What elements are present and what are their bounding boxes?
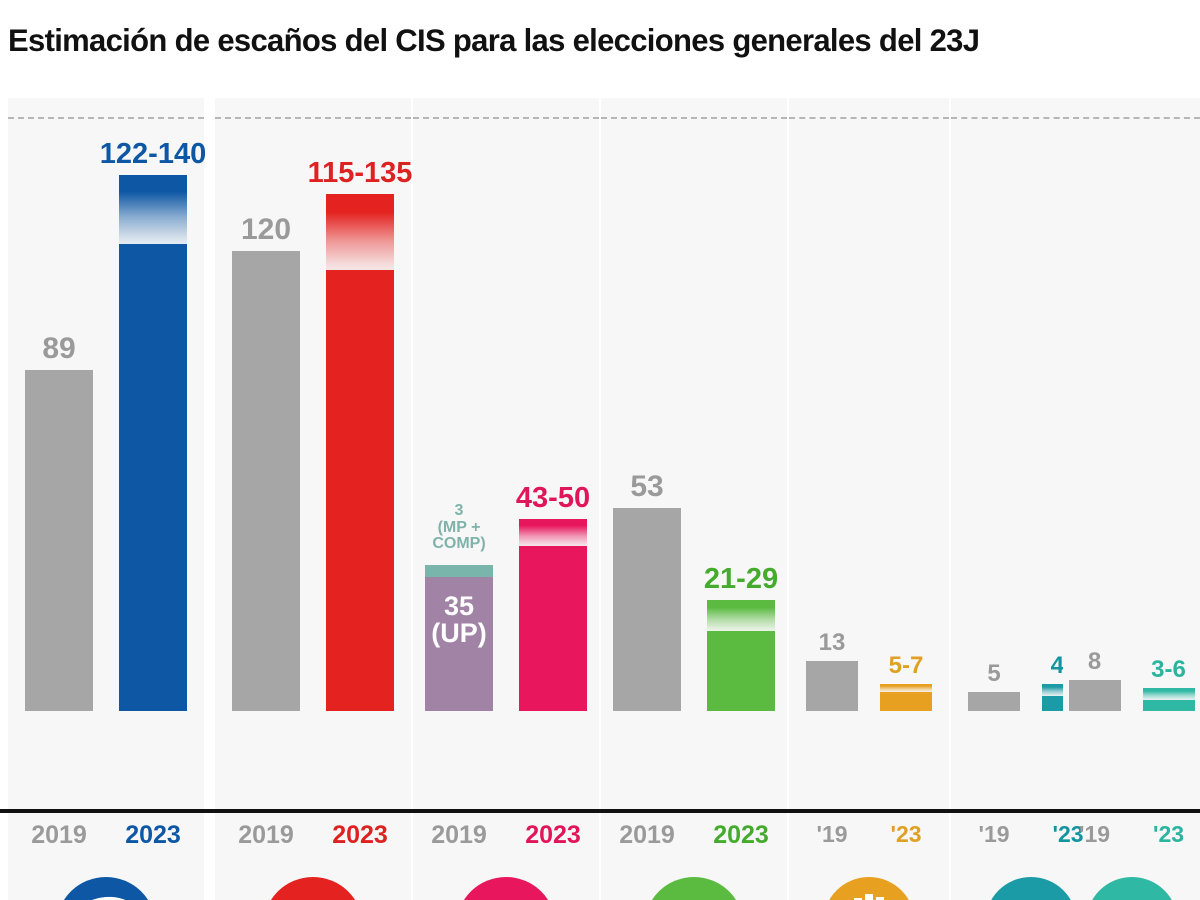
bar-sumar-2023 <box>519 519 587 711</box>
bar-psoe-2019 <box>232 251 300 711</box>
bar-pp-2019 <box>25 370 93 711</box>
bar-value-label: 13 <box>818 629 846 657</box>
bar-value-label: 21-29 <box>703 562 779 595</box>
bars-container: 53 21-29 <box>601 98 787 711</box>
bar-segment-1 <box>425 565 493 577</box>
bar-fill <box>613 507 681 711</box>
bar-fill-solid <box>119 243 187 711</box>
bar-fill <box>968 691 1020 711</box>
top-gridline <box>8 117 204 119</box>
year-label-sumar-2023: 2023 <box>525 821 581 849</box>
pp-logo: pp <box>56 877 156 900</box>
year-label-psoe-2019: 2019 <box>238 821 294 849</box>
bar-value-label: 8 <box>1087 648 1102 676</box>
bar-value-label: 43-50 <box>515 482 591 515</box>
bar-sumar-2019: 35 (UP) <box>425 565 493 711</box>
bar-uncertainty-band <box>119 174 187 244</box>
party-panel-sumar: 35 (UP) 3 (MP + COMP) 43-50 <box>413 98 599 900</box>
year-label-sumar-2019: 2019 <box>431 821 487 849</box>
bar-uncertainty-band <box>880 684 932 692</box>
party-logo-row: pp PSOE Sumar VOX ERC eh bildu junts <box>0 855 1200 900</box>
bars-container: 13 5-7 <box>789 98 949 711</box>
bar-fill-solid <box>519 546 587 711</box>
bar-fill <box>232 251 300 711</box>
top-gridline <box>413 117 599 119</box>
erc-logo: ERC <box>823 877 915 900</box>
bar-psoe-2023 <box>326 193 394 711</box>
top-gridline <box>951 117 1111 119</box>
bar-junts-19 <box>1068 680 1121 711</box>
year-label-pp-2023: 2023 <box>125 821 181 849</box>
top-gridline <box>601 117 787 119</box>
bar-value-label: 3-6 <box>1151 656 1186 683</box>
top-gridline <box>1063 117 1200 119</box>
top-gridline <box>789 117 949 119</box>
bar-vox-2019 <box>613 507 681 711</box>
bar-uncertainty-band <box>519 519 587 547</box>
year-label-eh-bildu-23: '23 <box>1052 821 1084 847</box>
year-label-pp-2019: 2019 <box>31 821 87 849</box>
bar-erc-23 <box>880 684 932 711</box>
bar-fill <box>25 370 93 711</box>
year-label-junts-23: '23 <box>1152 821 1185 847</box>
junts-logo: junts <box>1085 877 1178 900</box>
bar-vox-2023 <box>707 599 775 711</box>
bar-value-label: 89 <box>42 332 76 366</box>
axis-baseline <box>0 809 1200 813</box>
psoe-logo: PSOE <box>263 877 363 900</box>
bar-pp-2023 <box>119 174 187 711</box>
eh-bildu-logo: eh bildu <box>985 877 1077 900</box>
party-panel-pp: 89 122-140 <box>8 98 206 900</box>
bar-junts-23 <box>1142 688 1195 711</box>
top-gridline <box>215 117 411 119</box>
year-label-psoe-2023: 2023 <box>332 821 388 849</box>
bar-value-label: 5 <box>987 659 1001 687</box>
pp-mark: pp <box>56 877 156 900</box>
bars-container: 35 (UP) 3 (MP + COMP) 43-50 <box>413 98 599 711</box>
bars-container: 89 122-140 <box>8 98 206 711</box>
party-panel-vox: 53 21-29 <box>601 98 787 900</box>
year-label-junts-19: '19 <box>1078 821 1111 847</box>
year-label-eh-bildu-19: '19 <box>978 821 1010 847</box>
bar-top-annotation: 3 (MP + COMP) <box>432 502 486 553</box>
bar-fill-solid <box>326 270 394 711</box>
bar-erc-19 <box>806 661 858 711</box>
erc-columns-icon <box>843 893 895 900</box>
bar-fill-solid <box>880 691 932 711</box>
sumar-logo: Sumar <box>456 877 556 900</box>
pp-gull-icon <box>71 893 141 900</box>
year-label-row: 2019 2023 2019 2023 2019 2023 2019 2023'19'23'1… <box>0 813 1200 857</box>
bars-container: 8 3-6 <box>1063 98 1200 711</box>
bar-inner-label: 35 (UP) <box>431 590 487 649</box>
bar-fill-solid <box>1142 699 1195 711</box>
bar-value-label: 122-140 <box>99 137 207 170</box>
bar-segment-0: 35 (UP) <box>425 576 493 711</box>
party-panel-erc: 13 5-7 <box>789 98 949 900</box>
party-panel-psoe: 120 115-135 <box>215 98 412 900</box>
bar-eh-bildu-19 <box>968 691 1020 711</box>
bar-fill-solid <box>707 630 775 711</box>
bars-container: 120 115-135 <box>215 98 412 711</box>
bar-value-label: 5-7 <box>888 652 924 680</box>
logo-text: eh bildu <box>1002 898 1059 900</box>
bar-fill <box>806 661 858 711</box>
bar-uncertainty-band <box>326 193 394 271</box>
bar-value-label: 53 <box>630 469 664 503</box>
year-label-erc-23: '23 <box>890 821 922 847</box>
bar-value-label: 120 <box>240 213 292 247</box>
party-panel-junts: 8 3-6 <box>1063 98 1200 900</box>
plot-area: 89 122-140 120 115-135 35 (UP) 3 (MP + COMP) 4… <box>0 98 1200 900</box>
vox-logo: VOX <box>644 877 744 900</box>
page-title: Estimación de escaños del CIS para las e… <box>8 22 980 58</box>
year-label-vox-2019: 2019 <box>619 821 675 849</box>
bar-value-label: 115-135 <box>307 156 413 189</box>
bar-fill <box>1068 680 1121 711</box>
year-label-erc-19: '19 <box>816 821 848 847</box>
year-label-vox-2023: 2023 <box>713 821 769 849</box>
bar-uncertainty-band <box>707 599 775 631</box>
bar-uncertainty-band <box>1142 688 1195 700</box>
